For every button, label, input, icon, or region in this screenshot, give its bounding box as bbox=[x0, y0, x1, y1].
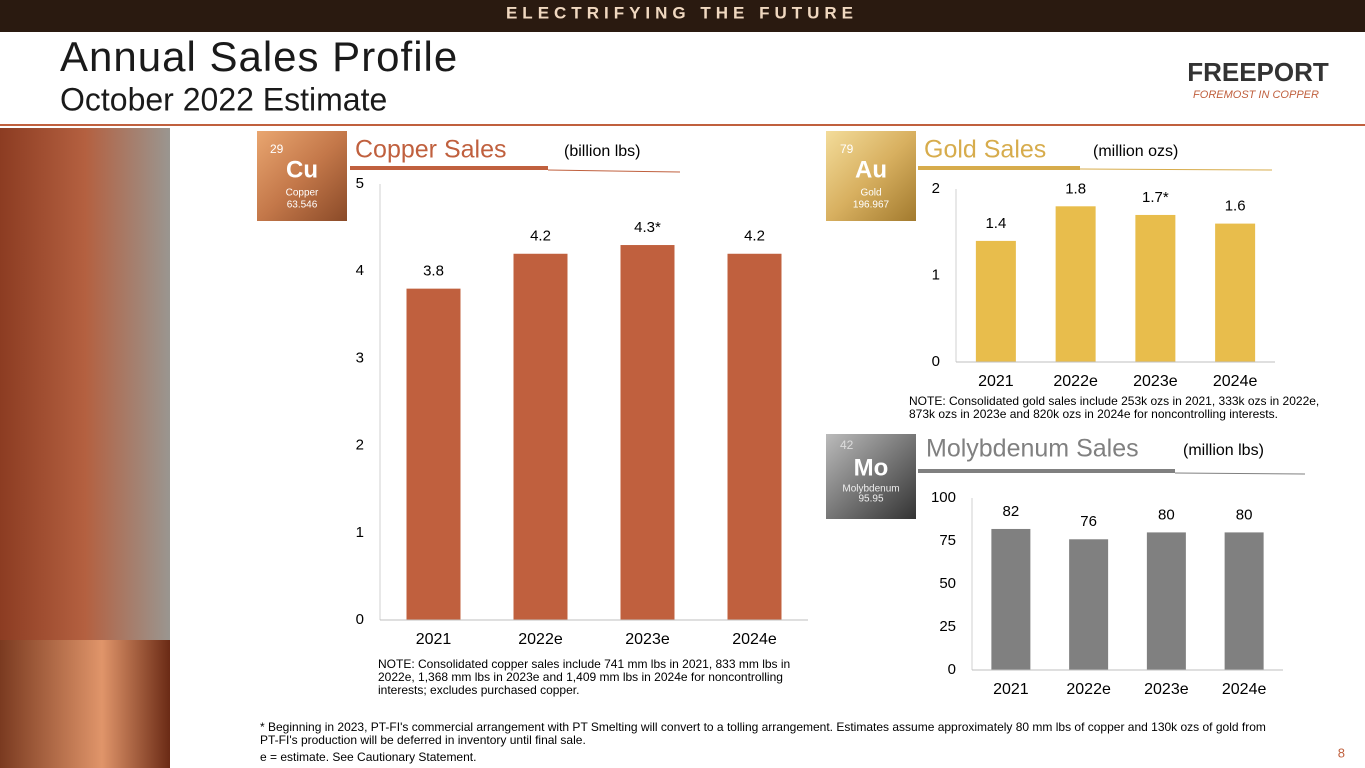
data-label: 4.2 bbox=[744, 228, 765, 245]
slide-title: Annual Sales Profile bbox=[60, 33, 458, 80]
y-tick-label: 25 bbox=[939, 618, 956, 635]
y-tick-label: 75 bbox=[939, 532, 956, 549]
element-symbol: Cu bbox=[286, 156, 318, 183]
data-label: 1.7* bbox=[1142, 189, 1169, 206]
title-rule bbox=[547, 169, 681, 173]
element-tile bbox=[257, 131, 347, 221]
bar bbox=[1069, 539, 1109, 670]
title-rule bbox=[1079, 168, 1273, 171]
element-number: 42 bbox=[840, 438, 854, 452]
data-label: 3.8 bbox=[423, 263, 444, 280]
x-tick-label: 2022e bbox=[518, 631, 563, 648]
data-label: 4.3* bbox=[634, 219, 661, 236]
x-tick-label: 2023e bbox=[625, 631, 670, 648]
bar bbox=[1224, 532, 1264, 670]
x-tick-label: 2022e bbox=[1053, 373, 1098, 390]
y-tick-label: 1 bbox=[356, 524, 364, 541]
footnote: e = estimate. See Cautionary Statement. bbox=[260, 750, 477, 764]
data-label: 80 bbox=[1236, 506, 1253, 523]
x-tick-label: 2024e bbox=[1213, 373, 1258, 390]
page-number: 8 bbox=[1338, 745, 1345, 760]
element-weight: 63.546 bbox=[287, 200, 318, 211]
x-tick-label: 2023e bbox=[1133, 373, 1178, 390]
x-tick-label: 2021 bbox=[978, 373, 1014, 390]
element-number: 79 bbox=[840, 142, 854, 156]
footnote: * Beginning in 2023, PT-FI's commercial … bbox=[260, 720, 1266, 747]
bar bbox=[1055, 206, 1096, 362]
x-tick-label: 2024e bbox=[732, 631, 777, 648]
data-label: 1.8 bbox=[1065, 180, 1086, 197]
element-name: Molybdenum bbox=[842, 484, 899, 495]
bar bbox=[1135, 214, 1176, 362]
title-rule bbox=[1174, 472, 1306, 475]
bar bbox=[620, 245, 675, 621]
bar bbox=[406, 288, 461, 620]
element-symbol: Mo bbox=[854, 454, 889, 481]
y-tick-label: 0 bbox=[356, 611, 364, 628]
x-tick-label: 2021 bbox=[993, 681, 1029, 698]
data-label: 82 bbox=[1003, 503, 1020, 520]
logo-tagline: FOREMOST IN COPPER bbox=[1193, 89, 1319, 101]
slide-subtitle: October 2022 Estimate bbox=[60, 81, 387, 117]
bar bbox=[1146, 532, 1186, 670]
chart-unit: (million ozs) bbox=[1093, 143, 1178, 160]
y-tick-label: 0 bbox=[948, 661, 956, 678]
element-tile bbox=[826, 131, 916, 221]
bar bbox=[513, 253, 568, 620]
chart-unit: (million lbs) bbox=[1183, 442, 1264, 459]
banner-bar bbox=[0, 0, 1365, 32]
photo-plate bbox=[0, 640, 170, 768]
y-tick-label: 50 bbox=[939, 575, 956, 592]
bar bbox=[991, 528, 1031, 670]
x-tick-label: 2024e bbox=[1222, 681, 1267, 698]
data-label: 4.2 bbox=[530, 228, 551, 245]
bar bbox=[727, 253, 782, 620]
y-tick-label: 100 bbox=[931, 489, 956, 506]
chart-unit: (billion lbs) bbox=[564, 143, 640, 160]
y-tick-label: 2 bbox=[932, 180, 940, 197]
x-tick-label: 2021 bbox=[416, 631, 452, 648]
y-tick-label: 3 bbox=[356, 349, 364, 366]
bar bbox=[975, 240, 1016, 362]
chart-title: Molybdenum Sales bbox=[926, 435, 1139, 463]
banner-text: ELECTRIFYING THE FUTURE bbox=[506, 3, 858, 22]
chart-title: Copper Sales bbox=[355, 136, 506, 164]
y-tick-label: 2 bbox=[356, 437, 364, 454]
y-tick-label: 5 bbox=[356, 175, 364, 192]
element-name: Copper bbox=[286, 188, 319, 199]
logo: FREEPORT bbox=[1187, 57, 1329, 87]
y-tick-label: 4 bbox=[356, 262, 364, 279]
element-weight: 95.95 bbox=[858, 494, 883, 505]
data-label: 76 bbox=[1080, 513, 1097, 530]
element-tile bbox=[826, 434, 916, 519]
chart-title: Gold Sales bbox=[924, 136, 1046, 164]
chart-note: NOTE: Consolidated gold sales include 25… bbox=[909, 394, 1320, 421]
bar bbox=[1215, 223, 1256, 362]
element-symbol: Au bbox=[855, 156, 887, 183]
x-tick-label: 2022e bbox=[1066, 681, 1111, 698]
data-label: 1.4 bbox=[985, 215, 1006, 232]
y-tick-label: 0 bbox=[932, 353, 940, 370]
data-label: 1.6 bbox=[1225, 198, 1246, 215]
y-tick-label: 1 bbox=[932, 266, 940, 283]
x-tick-label: 2023e bbox=[1144, 681, 1189, 698]
element-number: 29 bbox=[270, 142, 284, 156]
element-name: Gold bbox=[860, 188, 881, 199]
element-weight: 196.967 bbox=[853, 200, 890, 211]
data-label: 80 bbox=[1158, 506, 1175, 523]
chart-note: NOTE: Consolidated copper sales include … bbox=[378, 657, 791, 697]
